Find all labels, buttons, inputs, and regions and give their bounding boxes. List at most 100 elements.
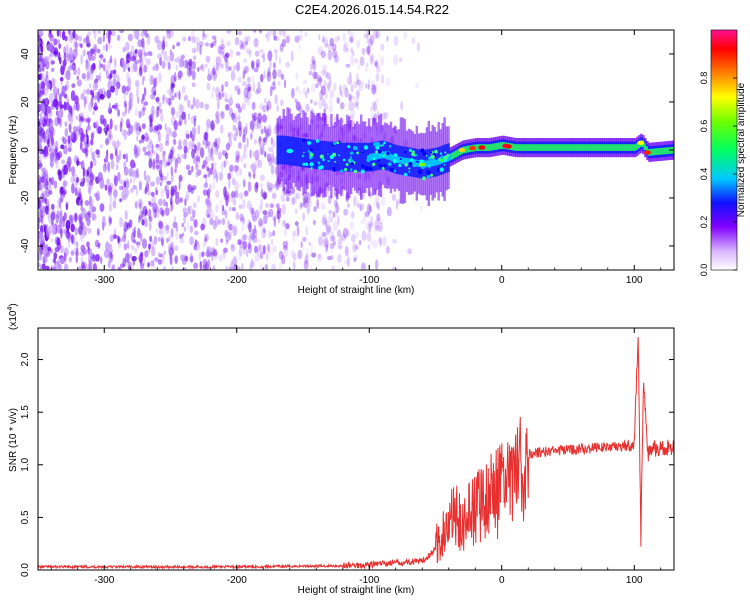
noise-speck: [259, 264, 264, 270]
noise-speck: [297, 44, 301, 51]
noise-speck: [267, 50, 273, 62]
noise-speck: [327, 255, 332, 261]
noise-speck: [191, 36, 196, 44]
noise-speck: [86, 71, 90, 82]
noise-speck: [192, 55, 197, 61]
ridge-dot: [340, 169, 344, 173]
noise-speck: [175, 226, 179, 232]
noise-speck: [230, 70, 236, 81]
noise-speck: [210, 70, 213, 81]
noise-speck: [205, 249, 211, 258]
noise-speck: [370, 239, 374, 246]
noise-speck: [122, 62, 127, 73]
noise-speck: [283, 79, 287, 89]
ridge-peak: [566, 144, 569, 151]
noise-speck: [220, 111, 225, 120]
noise-speck: [176, 156, 182, 164]
noise-speck: [370, 111, 374, 120]
noise-speck: [179, 233, 183, 240]
noise-speck: [224, 229, 229, 237]
noise-speck: [367, 244, 371, 250]
noise-speck: [148, 243, 151, 253]
noise-speck: [213, 251, 218, 256]
noise-speck: [131, 244, 135, 251]
noise-speck: [97, 30, 102, 34]
noise-speck: [291, 196, 296, 206]
noise-speck: [45, 187, 50, 198]
noise-speck: [225, 93, 229, 100]
noise-speck: [201, 164, 205, 169]
noise-speck: [301, 244, 305, 252]
ridge-dot: [432, 159, 436, 163]
noise-speck: [259, 102, 264, 110]
noise-speck: [231, 177, 236, 186]
noise-speck: [222, 204, 225, 212]
noise-speck: [123, 129, 128, 141]
noise-speck: [266, 100, 272, 111]
noise-speck: [153, 208, 157, 219]
noise-speck: [189, 65, 193, 76]
noise-speck: [374, 193, 380, 204]
noise-speck: [360, 203, 365, 211]
noise-speck: [329, 245, 334, 253]
noise-speck: [158, 159, 163, 171]
noise-speck: [229, 164, 234, 172]
noise-speck: [132, 177, 136, 184]
noise-speck: [270, 157, 273, 165]
noise-speck: [77, 129, 80, 137]
noise-speck: [148, 243, 152, 250]
noise-speck: [328, 209, 333, 215]
noise-speck: [174, 76, 177, 82]
noise-speck: [80, 206, 84, 211]
ridge-dot: [315, 139, 320, 143]
noise-speck: [155, 143, 160, 148]
noise-speck: [132, 184, 137, 190]
ridge-dot: [368, 166, 373, 171]
noise-speck: [76, 246, 79, 254]
noise-speck: [262, 191, 268, 200]
noise-speck: [135, 241, 141, 246]
noise-speck: [148, 200, 151, 206]
noise-speck: [122, 46, 127, 53]
noise-speck: [67, 240, 71, 249]
noise-speck: [255, 89, 259, 95]
noise-speck: [302, 236, 307, 242]
noise-speck: [178, 174, 183, 182]
noise-speck: [102, 221, 105, 231]
ridge-peak: [550, 144, 553, 151]
noise-speck: [300, 203, 303, 209]
ridge-dot: [443, 155, 448, 160]
noise-speck: [336, 206, 340, 213]
noise-speck: [61, 159, 66, 164]
noise-speck: [234, 190, 239, 199]
ridge-dot: [377, 159, 381, 162]
noise-speck: [373, 85, 377, 90]
noise-speck: [270, 136, 273, 145]
ridge-peak: [536, 144, 539, 151]
ridge-dot: [302, 162, 306, 166]
noise-speck: [337, 238, 342, 250]
noise-speck: [113, 228, 117, 236]
ridge-peak: [448, 153, 452, 161]
noise-speck: [414, 82, 419, 89]
noise-speck: [117, 109, 120, 117]
ridge-peak: [450, 152, 454, 160]
ridge-peak: [387, 153, 390, 160]
noise-speck: [119, 179, 124, 185]
noise-speck: [268, 247, 272, 256]
noise-speck: [375, 83, 379, 88]
noise-speck: [242, 240, 248, 250]
noise-speck: [244, 190, 248, 197]
noise-speck: [250, 133, 253, 140]
noise-speck: [90, 97, 94, 108]
ridge-dot: [309, 148, 314, 152]
noise-speck: [93, 46, 97, 57]
noise-speck: [202, 30, 205, 37]
noise-speck: [257, 112, 262, 124]
ridge-peak: [413, 159, 416, 167]
ridge-dot: [381, 143, 385, 147]
ridge-dot: [383, 164, 387, 168]
noise-speck: [234, 165, 240, 171]
noise-speck: [353, 255, 359, 260]
noise-speck: [266, 32, 270, 42]
